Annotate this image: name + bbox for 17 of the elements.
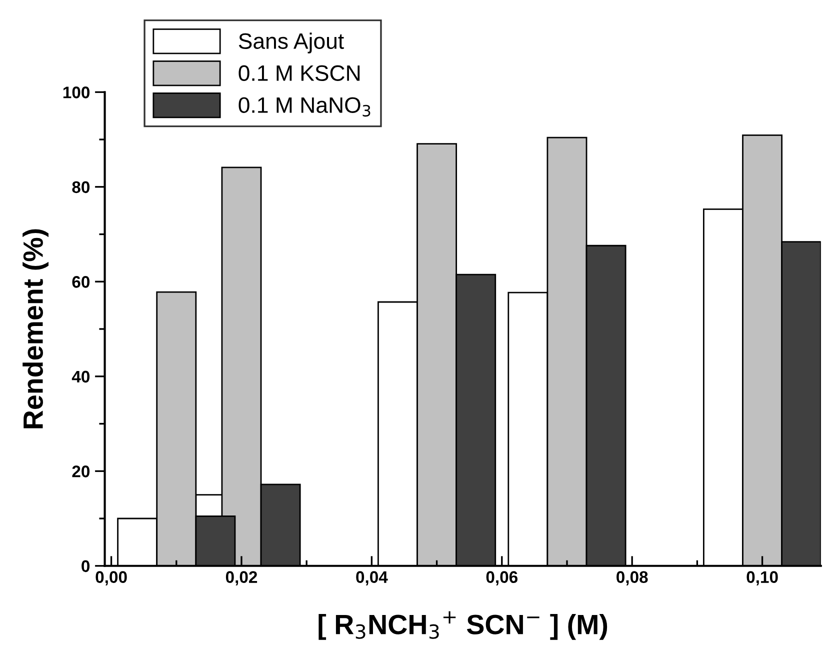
x-tick-label: 0,06 xyxy=(486,571,518,586)
y-tick-label: 0 xyxy=(82,560,90,572)
x-tick-label: 0,08 xyxy=(616,571,648,586)
y-tick-label: 60 xyxy=(72,276,90,288)
x-tick-label: 0,10 xyxy=(746,571,778,586)
y-tick-label: 40 xyxy=(72,370,90,383)
x-tick-label: 0,04 xyxy=(356,571,388,586)
y-axis-title: Rendement (%) xyxy=(22,229,48,428)
y-tick-label: 80 xyxy=(72,181,90,194)
legend-label: 0.1 M NaNO$_{3}$ xyxy=(238,97,370,117)
legend-label: Sans Ajout xyxy=(238,32,344,54)
x-tick-label: 0,02 xyxy=(226,571,258,586)
x-tick-label: 0,00 xyxy=(96,571,127,586)
y-tick-label: 100 xyxy=(63,86,90,98)
x-axis-title: [ R$_{3}$NCH$_{3}$$^{+}$ SCN$^{−}$ ] (M) xyxy=(318,611,608,640)
y-tick-label: 20 xyxy=(72,466,90,478)
legend-label: 0.1 M KSCN xyxy=(238,65,360,81)
